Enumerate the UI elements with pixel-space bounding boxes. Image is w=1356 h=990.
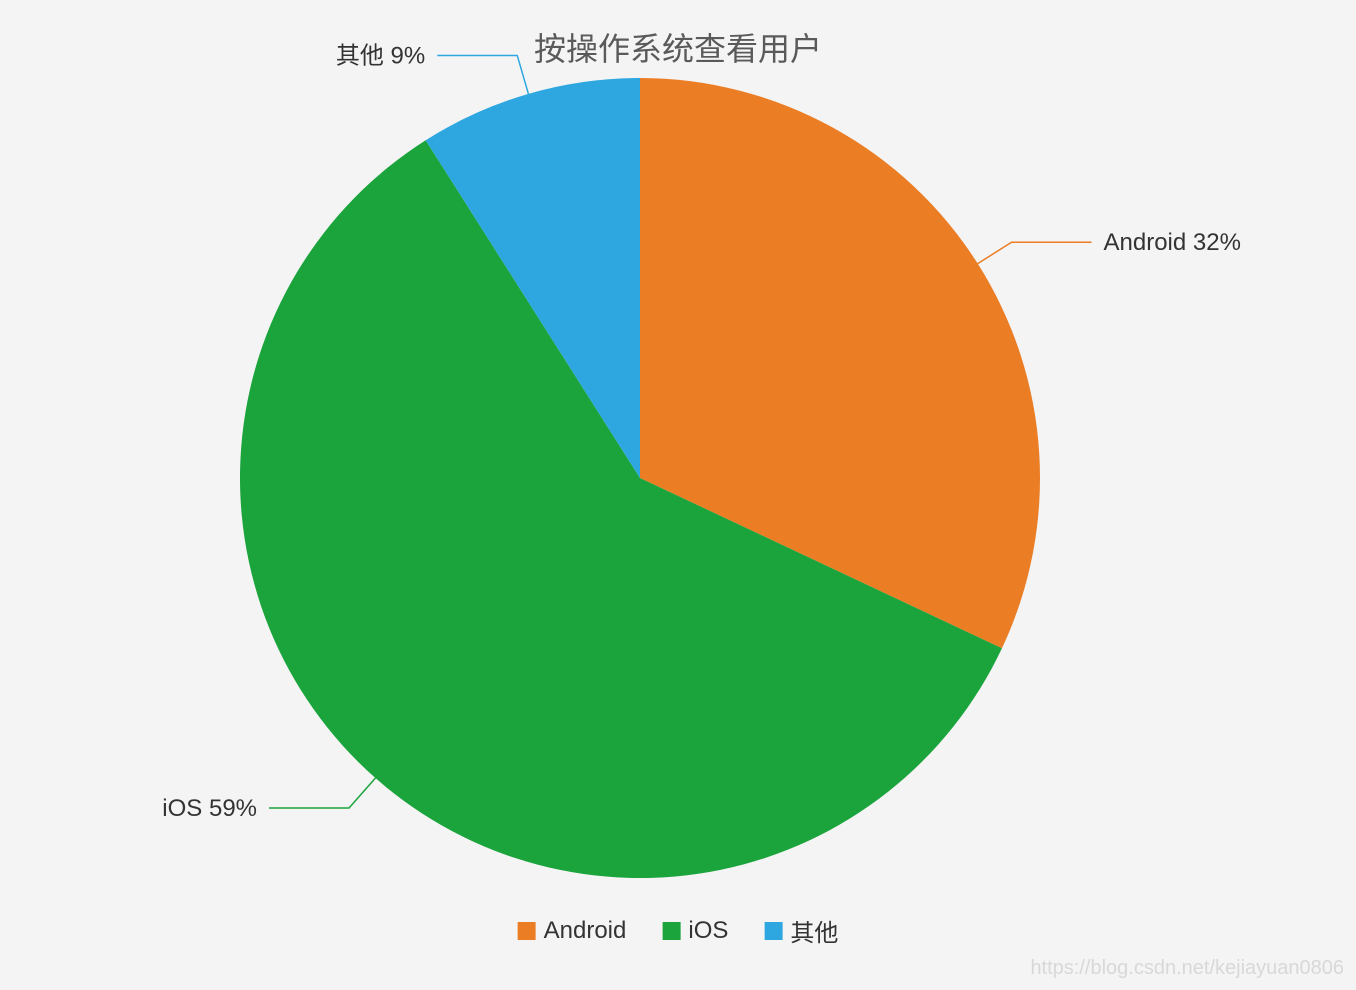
slice-label: Android 32% — [1104, 229, 1241, 256]
leader-line — [978, 242, 1092, 263]
slice-label: 其他 9% — [336, 42, 425, 69]
legend-swatch — [662, 922, 680, 940]
slice-label: iOS 59% — [162, 795, 257, 822]
watermark: https://blog.csdn.net/kejiayuan0806 — [1030, 957, 1344, 980]
legend: Android iOS 其他 — [518, 913, 839, 948]
legend-label: Android — [544, 917, 627, 945]
legend-item-android: Android — [518, 917, 627, 945]
legend-swatch — [518, 922, 536, 940]
legend-item-ios: iOS — [662, 917, 728, 945]
legend-label: 其他 — [790, 913, 838, 948]
legend-label: iOS — [688, 917, 728, 945]
leader-line — [437, 55, 528, 93]
leader-line — [269, 778, 375, 808]
legend-item-other: 其他 — [764, 913, 838, 948]
pie-chart: Android 32% iOS 59% 其他 9% — [0, 0, 1356, 990]
legend-swatch — [764, 922, 782, 940]
